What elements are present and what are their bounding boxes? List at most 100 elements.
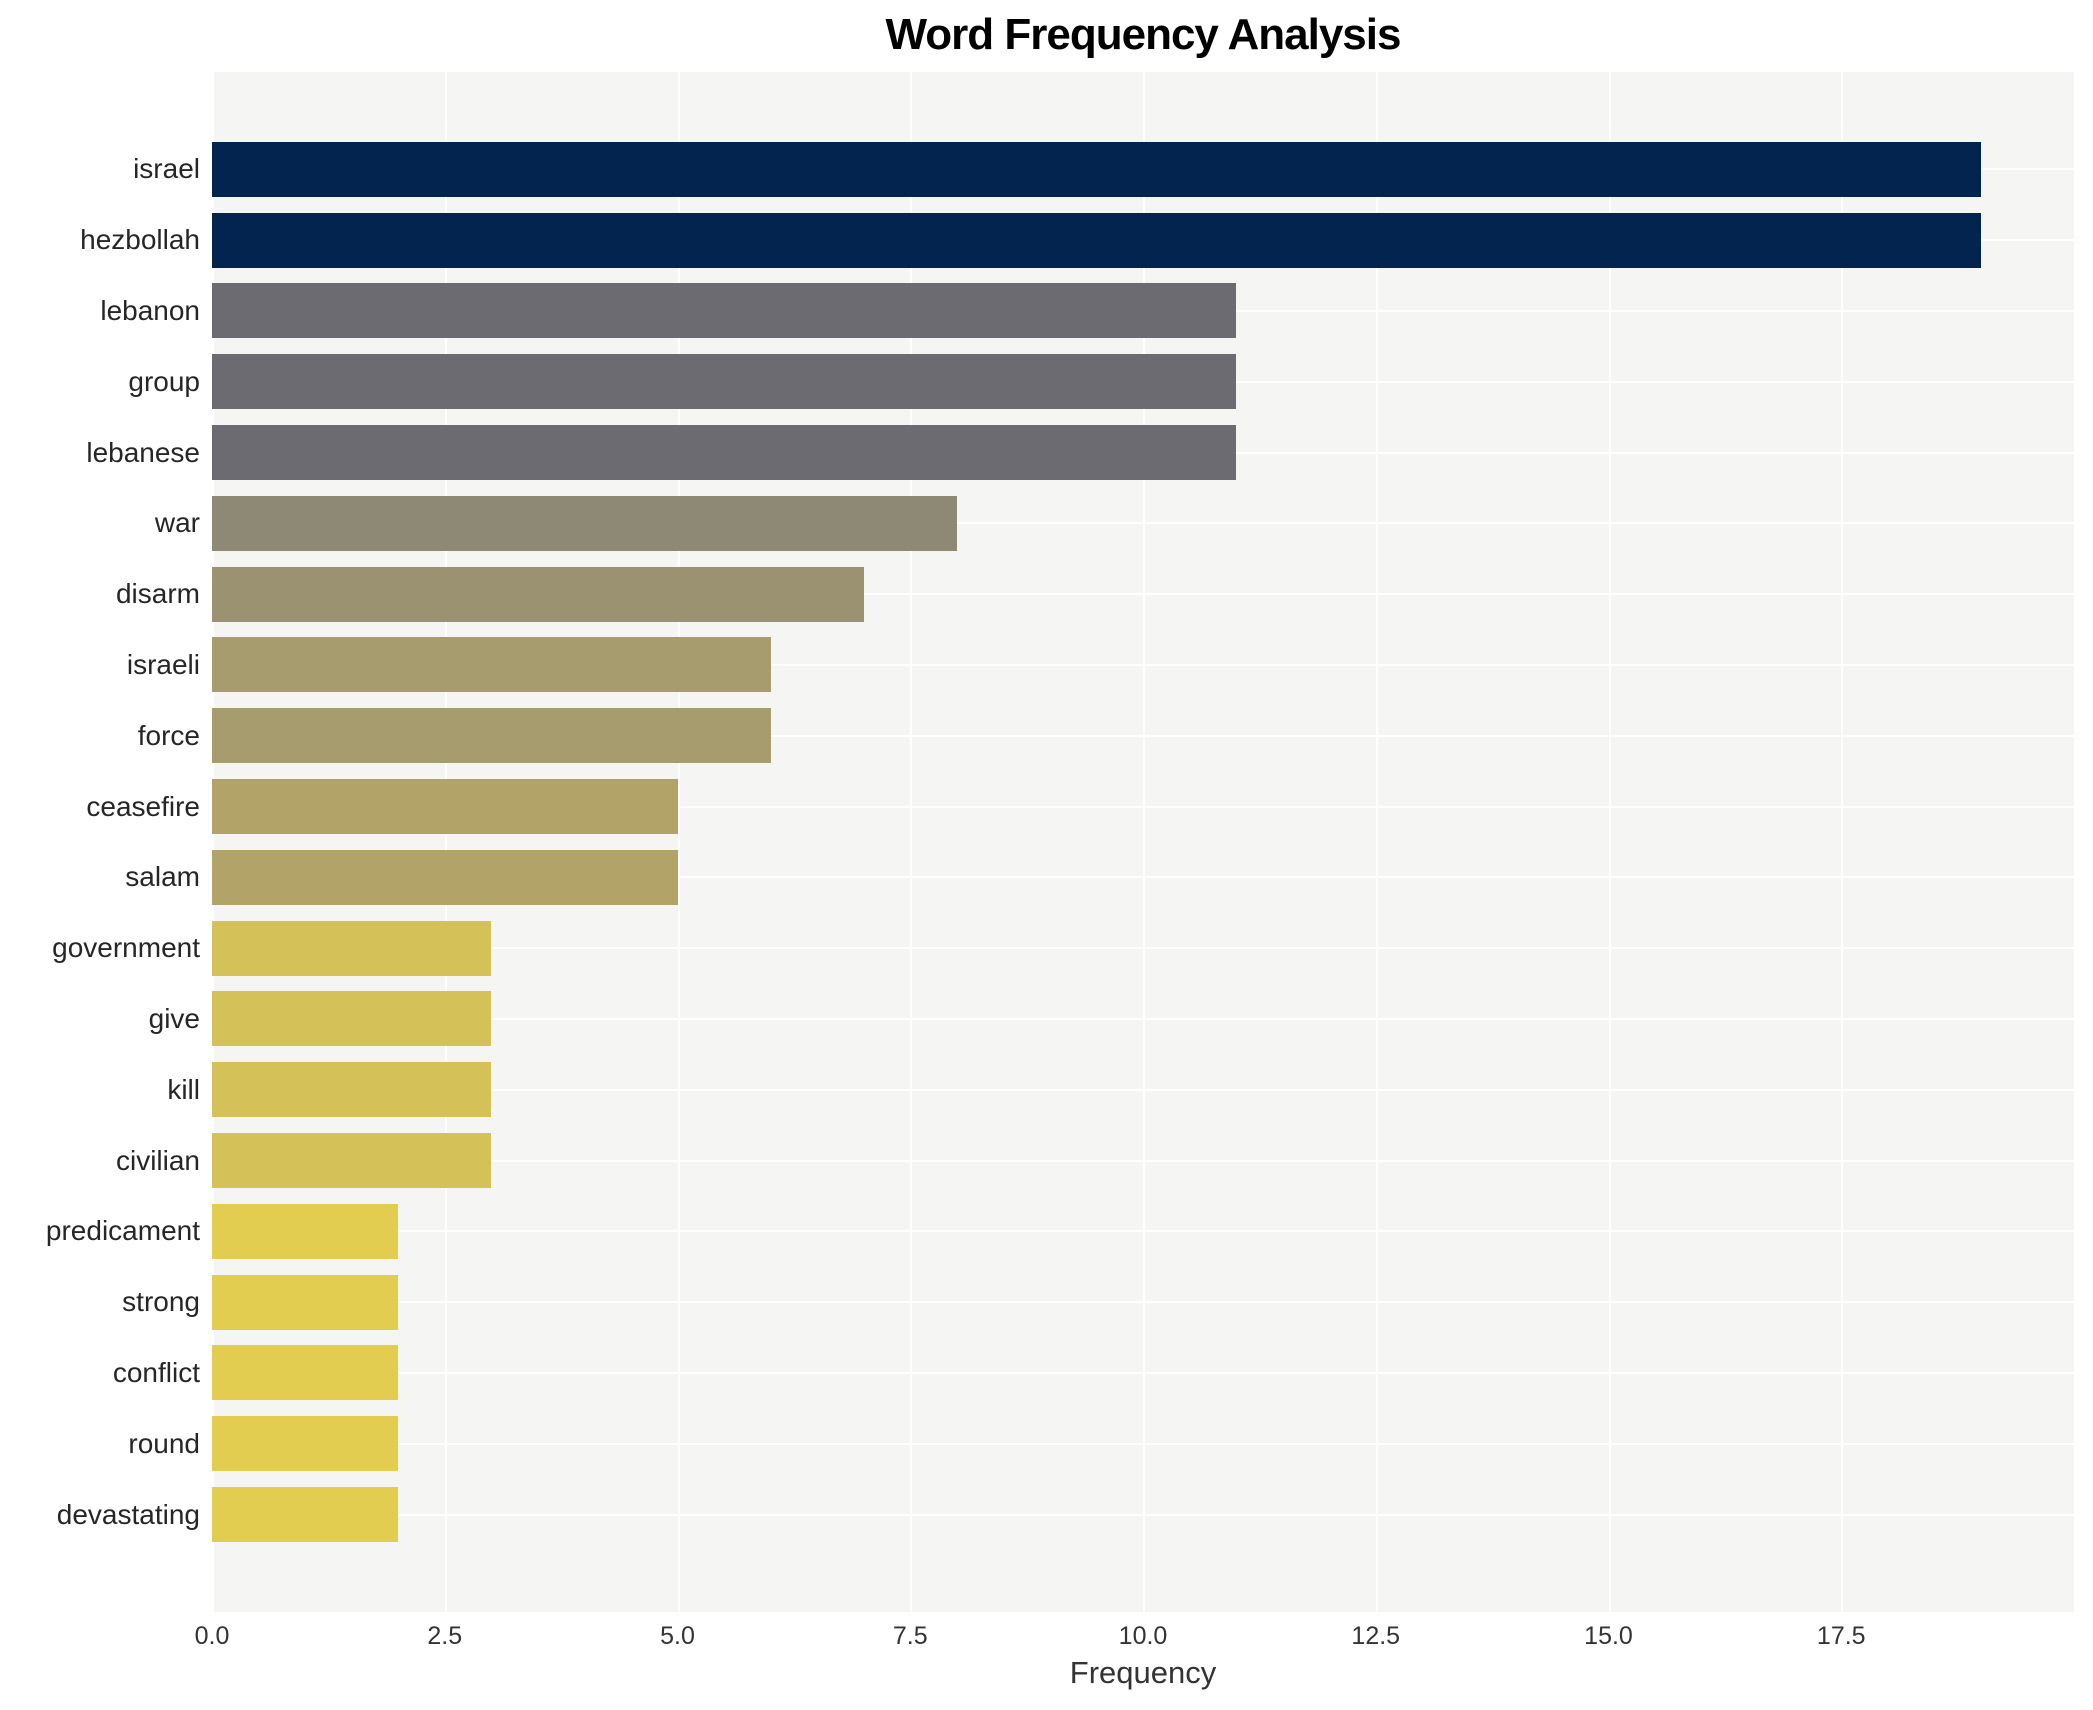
category-label: lebanese	[86, 436, 200, 468]
bar-row: round	[0, 1408, 2093, 1479]
bar-row: predicament	[0, 1196, 2093, 1267]
bar-round	[212, 1416, 399, 1472]
horizontal-gridline	[212, 947, 2074, 950]
category-label: devastating	[56, 1498, 200, 1530]
vertical-gridline	[1375, 72, 1378, 1612]
x-tick-label: 2.5	[427, 1622, 463, 1650]
bar-track	[212, 1125, 2074, 1196]
horizontal-gridline	[212, 1372, 2074, 1374]
bar-row: salam	[0, 842, 2093, 913]
vertical-gridline	[910, 72, 913, 1612]
category-label: israeli	[126, 648, 200, 680]
bar-row: give	[0, 984, 2093, 1055]
bar-track	[212, 984, 2074, 1055]
category-label: group	[128, 365, 200, 397]
category-label: israel	[133, 153, 200, 185]
bar-track	[212, 488, 2074, 559]
bar-track	[212, 771, 2074, 842]
bar-row: group	[0, 346, 2093, 417]
horizontal-gridline	[212, 593, 2074, 596]
bar-track	[212, 417, 2074, 488]
horizontal-gridline	[212, 1088, 2074, 1091]
category-label: government	[52, 932, 200, 964]
bar-row: strong	[0, 1267, 2093, 1338]
vertical-gridline	[1608, 72, 1611, 1612]
bar-war	[212, 495, 957, 551]
horizontal-gridline	[212, 1513, 2074, 1516]
horizontal-gridline	[212, 1159, 2074, 1162]
bar-row: kill	[0, 1054, 2093, 1125]
horizontal-gridline	[212, 664, 2074, 666]
bar-row: lebanon	[0, 276, 2093, 347]
bar-israeli	[212, 637, 771, 693]
bar-row: conflict	[0, 1338, 2093, 1409]
bar-group	[212, 354, 1237, 410]
bar-track	[212, 700, 2074, 771]
bar-row: civilian	[0, 1125, 2093, 1196]
category-label: give	[148, 1002, 200, 1034]
bar-conflict	[212, 1345, 399, 1401]
bar-force	[212, 708, 771, 764]
category-label: force	[137, 719, 200, 751]
bar-track	[212, 1479, 2074, 1550]
x-tick-label: 15.0	[1584, 1622, 1633, 1650]
bar-track	[212, 1054, 2074, 1125]
bar-track	[212, 134, 2074, 205]
bar-track	[212, 842, 2074, 913]
horizontal-gridline	[212, 522, 2074, 525]
bar-row: devastating	[0, 1479, 2093, 1550]
bar-lebanon	[212, 283, 1237, 339]
category-label: strong	[122, 1286, 200, 1318]
x-tick-label: 10.0	[1118, 1622, 1168, 1650]
chart-title: Word Frequency Analysis	[885, 10, 1402, 59]
bar-rows: israel hezbollah lebanon group lebanese war di…	[0, 134, 2093, 1550]
horizontal-gridline	[212, 734, 2074, 737]
bar-row: hezbollah	[0, 205, 2093, 276]
category-label: kill	[167, 1073, 200, 1105]
x-tick-label: 7.5	[892, 1622, 928, 1650]
category-label: hezbollah	[80, 224, 200, 256]
category-label: conflict	[112, 1356, 200, 1388]
horizontal-gridline	[212, 805, 2074, 808]
bar-predicament	[212, 1203, 399, 1259]
bar-track	[212, 1338, 2074, 1409]
bar-lebanese	[212, 425, 1237, 481]
category-label: salam	[125, 861, 200, 893]
bar-hezbollah	[212, 212, 1981, 268]
x-tick-label: 5.0	[660, 1622, 695, 1650]
horizontal-gridline	[212, 1442, 2074, 1445]
bar-row: ceasefire	[0, 771, 2093, 842]
category-label: round	[128, 1427, 200, 1459]
vertical-gridline	[1841, 72, 1844, 1612]
bar-row: disarm	[0, 559, 2093, 630]
horizontal-gridline	[212, 876, 2074, 879]
x-axis-ticks: 0.0 2.5 5.0 7.5 10.0 12.5 15.0 17.5	[0, 1622, 2093, 1658]
category-label: predicament	[45, 1215, 200, 1247]
bar-track	[212, 205, 2074, 276]
bar-row: war	[0, 488, 2093, 559]
x-tick-label: 12.5	[1351, 1622, 1401, 1650]
bar-kill	[212, 1062, 492, 1118]
bar-track	[212, 276, 2074, 347]
bar-row: lebanese	[0, 417, 2093, 488]
bar-row: government	[0, 913, 2093, 984]
x-tick-label: 17.5	[1816, 1622, 1866, 1650]
vertical-gridline	[1143, 72, 1145, 1612]
bar-civilian	[212, 1133, 492, 1189]
bar-salam	[212, 849, 678, 905]
bar-row: israeli	[0, 630, 2093, 701]
vertical-gridline	[212, 72, 214, 1612]
bar-disarm	[212, 566, 864, 622]
bar-give	[212, 991, 492, 1047]
horizontal-gridline	[212, 1230, 2074, 1233]
horizontal-gridline	[212, 1018, 2074, 1020]
vertical-gridline	[444, 72, 447, 1612]
bar-track	[212, 559, 2074, 630]
category-label: civilian	[115, 1144, 200, 1176]
bar-track	[212, 1408, 2074, 1479]
x-tick-label: 0.0	[194, 1622, 230, 1650]
category-label: war	[154, 507, 200, 539]
bar-israel	[212, 141, 1981, 197]
bar-track	[212, 1267, 2074, 1338]
